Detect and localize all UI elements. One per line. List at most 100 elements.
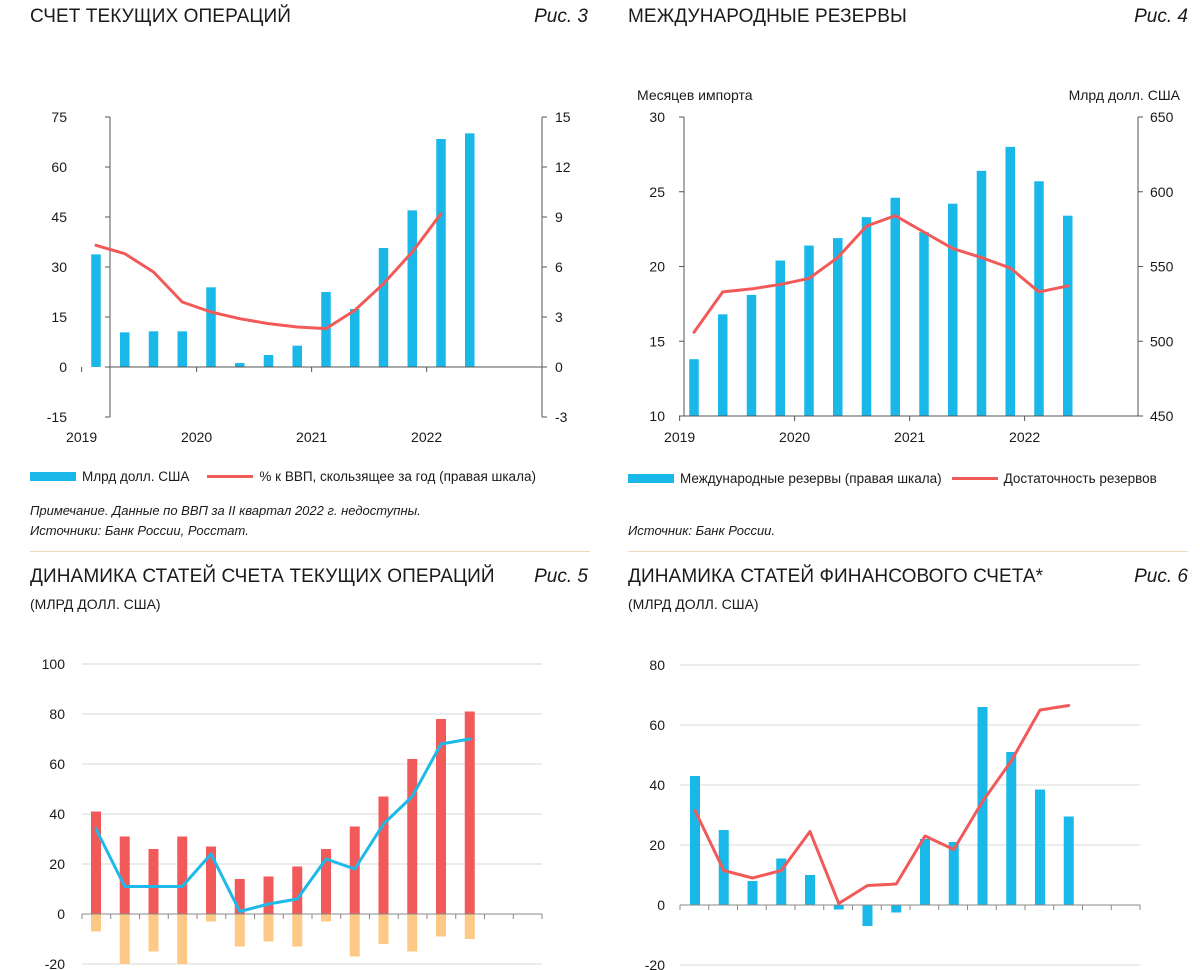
figure-label: Рис. 4	[1134, 6, 1188, 27]
y-tick-label-right: 0	[555, 359, 563, 375]
divider	[628, 551, 1188, 552]
series-line	[94, 737, 472, 913]
figure-label: Рис. 3	[534, 6, 588, 27]
legend-bar-label: Международные резервы (правая шкала)	[680, 471, 942, 486]
x-tick-label: 2022	[1009, 429, 1040, 445]
bar	[833, 905, 844, 910]
y-tick-label: -20	[45, 956, 65, 970]
bar	[1034, 181, 1044, 416]
legend-line-swatch	[951, 477, 998, 480]
y-tick-label-left: 30	[649, 109, 665, 125]
bar	[976, 170, 987, 416]
bar-negative	[234, 914, 245, 947]
financial-account-items-chart: 80 60 40 20 0 -20	[645, 657, 1141, 970]
y-tick-label: 0	[57, 906, 65, 922]
legend-line-swatch	[207, 475, 254, 478]
bar	[690, 776, 700, 905]
figure-subtitle: (МЛРД ДОЛЛ. США)	[30, 596, 161, 612]
y-tick-label: 60	[49, 756, 65, 772]
bar	[1005, 146, 1015, 416]
bar-negative	[292, 914, 303, 947]
bar	[746, 294, 757, 416]
bar	[919, 232, 929, 416]
series-line	[692, 214, 1070, 334]
bar-positive	[91, 811, 101, 914]
bar-positive	[119, 836, 130, 914]
bar	[804, 245, 814, 416]
international-reserves-chart: 30 25 20 15 10 650 600 550 500 450 2019 2020 2021 202…	[637, 87, 1181, 445]
figure-title: ДИНАМИКА СТАТЕЙ СЧЕТА ТЕКУЩИХ ОПЕРАЦИЙ	[30, 566, 495, 587]
figure-5-panel: ДИНАМИКА СТАТЕЙ СЧЕТА ТЕКУЩИХ ОПЕРАЦИЙ (…	[30, 560, 600, 970]
bar-positive	[321, 849, 331, 914]
y-tick-label: 100	[42, 656, 66, 672]
bar-negative	[407, 914, 418, 952]
bar-positive	[436, 719, 446, 914]
bar	[891, 905, 902, 913]
y-tick-label: -20	[645, 957, 665, 970]
bar-positive	[378, 796, 389, 914]
bar	[436, 139, 446, 367]
y-tick-label-right: 3	[555, 309, 563, 325]
bar-positive	[206, 846, 216, 914]
y-tick-label-left: 45	[51, 209, 67, 225]
series-line	[693, 704, 1071, 905]
figure-subtitle: (МЛРД ДОЛЛ. США)	[628, 596, 759, 612]
bar	[890, 197, 900, 416]
figure-label: Рис. 6	[1134, 566, 1188, 587]
y-tick-label-left: 60	[51, 159, 67, 175]
bar	[263, 355, 274, 367]
bar-negative	[206, 914, 216, 922]
bar	[378, 248, 389, 367]
y-tick-label-left: 10	[649, 408, 665, 424]
bar-positive	[148, 849, 159, 914]
bar	[775, 260, 785, 416]
y-tick-label-left: 15	[51, 309, 67, 325]
y-tick-label-right: 9	[555, 209, 563, 225]
bar-negative	[436, 914, 446, 937]
bar	[948, 203, 958, 416]
y-tick-label-right: 15	[555, 109, 571, 125]
y-tick-label: 40	[649, 777, 665, 793]
bar	[91, 254, 101, 367]
y-tick-label-right: -3	[555, 409, 568, 425]
bar	[718, 314, 728, 416]
figure-6-panel: ДИНАМИКА СТАТЕЙ ФИНАНСОВОГО СЧЕТА* (МЛРД…	[628, 560, 1198, 970]
bar-positive	[407, 759, 418, 914]
bar-negative	[349, 914, 360, 957]
bar	[1063, 816, 1074, 905]
y-tick-label-left: 20	[649, 259, 665, 275]
y-tick-label: 40	[49, 806, 65, 822]
y-tick-label: 20	[649, 837, 665, 853]
y-tick-label-left: -15	[47, 409, 67, 425]
y-tick-label: 80	[649, 657, 665, 673]
legend-line-label: % к ВВП, скользящее за год (правая шкала…	[259, 469, 536, 484]
bar	[861, 217, 872, 416]
bar-negative	[91, 914, 101, 932]
y-tick-label-left: 75	[51, 109, 67, 125]
bar	[120, 332, 130, 367]
bar	[465, 133, 475, 367]
y-tick-label-right: 12	[555, 159, 571, 175]
right-axis-title: Млрд долл. США	[1069, 87, 1181, 103]
bar	[977, 707, 988, 905]
legend-bar-label: Млрд долл. США	[82, 469, 190, 484]
x-tick-label: 2021	[296, 429, 327, 445]
chart-source: Источник: Банк России.	[628, 523, 776, 538]
chart-legend: Международные резервы (правая шкала) Дос…	[628, 471, 1157, 486]
figure-title: ДИНАМИКА СТАТЕЙ ФИНАНСОВОГО СЧЕТА*	[628, 566, 1044, 587]
bar	[177, 331, 187, 367]
bar	[292, 345, 302, 367]
y-tick-label: 60	[649, 717, 665, 733]
x-tick-label: 2019	[664, 429, 695, 445]
current-account-items-chart: 100 80 60 40 20 0 -20	[42, 656, 543, 970]
bar	[776, 858, 787, 905]
y-tick-label-right: 550	[1150, 259, 1174, 275]
figure-title: СЧЕТ ТЕКУЩИХ ОПЕРАЦИЙ	[30, 6, 292, 27]
bar	[1035, 789, 1045, 905]
y-tick-label-right: 600	[1150, 184, 1174, 200]
bar	[148, 331, 159, 367]
y-tick-label: 20	[49, 856, 65, 872]
bar-negative	[263, 914, 274, 942]
y-tick-label: 0	[657, 897, 665, 913]
